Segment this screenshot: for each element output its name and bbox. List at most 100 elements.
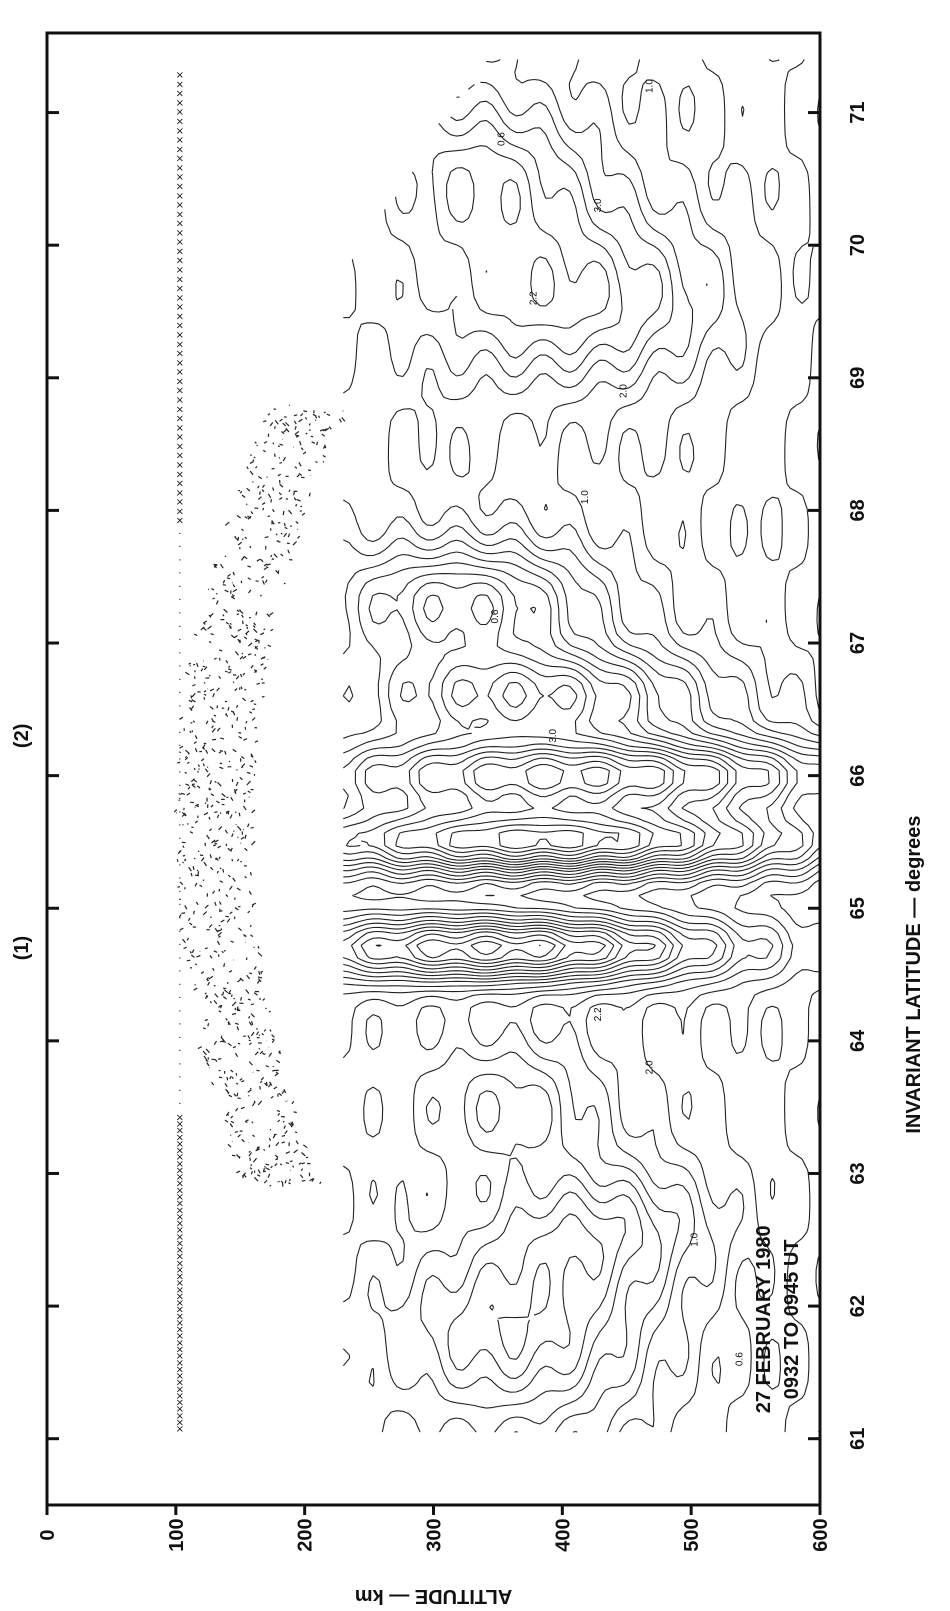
contour-value-label: 1.0 — [580, 490, 591, 504]
station-marker: × — [176, 488, 184, 499]
station-marker: × — [176, 126, 184, 137]
contour-path — [342, 59, 821, 1433]
station-marker: × — [176, 414, 184, 425]
station-marker: × — [176, 1179, 184, 1190]
y-tick-label: 0 — [37, 1529, 59, 1540]
station-marker: · — [178, 980, 181, 991]
station-marker: × — [176, 423, 184, 434]
station-marker: × — [176, 1391, 184, 1402]
station-marker: · — [178, 648, 181, 659]
station-marker: × — [176, 1318, 184, 1329]
station-marker: · — [178, 688, 181, 699]
contour-value-label: 1.0 — [690, 1232, 701, 1246]
x-tick-label: 65 — [847, 897, 869, 919]
station-marker: × — [176, 135, 184, 146]
station-marker: × — [176, 1112, 184, 1123]
station-marker: · — [178, 887, 181, 898]
station-marker: × — [176, 1245, 184, 1256]
station-marker: × — [176, 1378, 184, 1389]
station-marker: · — [178, 608, 181, 619]
station-marker: · — [178, 1046, 181, 1057]
station-marker: × — [176, 1252, 184, 1263]
station-marker: · — [178, 768, 181, 779]
station-marker: × — [176, 506, 184, 517]
station-marker: × — [176, 1325, 184, 1336]
station-marker: × — [176, 1371, 184, 1382]
feature-annotation: (2) — [11, 724, 33, 748]
contour-value-label: 0.6 — [735, 1352, 746, 1366]
contour-value-label: 2.2 — [529, 291, 540, 305]
station-marker: × — [176, 228, 184, 239]
station-marker: × — [176, 1272, 184, 1283]
station-marker: · — [178, 940, 181, 951]
station-marker: × — [176, 1384, 184, 1395]
station-marker: · — [178, 1059, 181, 1070]
station-marker: × — [176, 163, 184, 174]
station-marker: · — [178, 555, 181, 566]
axis-ticks: 61 62 63 64 65 66 67 68 69 70 71 0 100 200 300 400 500 60… — [37, 101, 869, 1551]
station-marker: · — [178, 1073, 181, 1084]
station-marker: × — [176, 200, 184, 211]
station-marker: × — [176, 451, 184, 462]
station-marker: × — [176, 404, 184, 415]
station-marker: × — [176, 460, 184, 471]
station-marker: × — [176, 1146, 184, 1157]
station-marker: × — [176, 293, 184, 304]
contour-value-label: 1.0 — [645, 79, 656, 93]
station-marker: × — [176, 284, 184, 295]
station-marker: × — [176, 1165, 184, 1176]
station-marker: × — [176, 1344, 184, 1355]
station-marker: × — [176, 172, 184, 183]
date-annotation: 27 FEBRUARY 1980 — [753, 1225, 775, 1413]
y-tick-label: 500 — [681, 1518, 703, 1551]
station-marker: · — [178, 914, 181, 925]
station-marker: × — [176, 274, 184, 285]
contour-value-label: 2.0 — [619, 384, 630, 398]
station-marker: × — [176, 1291, 184, 1302]
station-marker: × — [176, 1424, 184, 1435]
y-tick-label: 200 — [295, 1518, 317, 1551]
station-marker: · — [178, 754, 181, 765]
station-marker: × — [176, 181, 184, 192]
station-marker: × — [176, 1232, 184, 1243]
station-marker: × — [176, 1126, 184, 1137]
axis-labels: INVARIANT LATITUDE — degrees ALTITUDE — … — [11, 724, 925, 1607]
station-marker: × — [176, 339, 184, 350]
station-marker: · — [178, 662, 181, 673]
station-marker: × — [176, 1159, 184, 1170]
station-marker: × — [176, 432, 184, 443]
station-marker: × — [176, 302, 184, 313]
station-marker: · — [178, 542, 181, 553]
contour-value-label: 0.6 — [496, 132, 507, 146]
station-marker: × — [176, 1364, 184, 1375]
station-marker: × — [176, 209, 184, 220]
station-marker: × — [176, 358, 184, 369]
contour-value-label: 0.6 — [490, 609, 501, 623]
station-marker: × — [176, 265, 184, 276]
station-marker: × — [176, 191, 184, 202]
station-marker: × — [176, 1258, 184, 1269]
station-marker: × — [176, 144, 184, 155]
y-tick-label: 300 — [424, 1518, 446, 1551]
station-marker: · — [178, 794, 181, 805]
station-marker: × — [176, 237, 184, 248]
station-marker: × — [176, 1205, 184, 1216]
station-marker: × — [176, 311, 184, 322]
station-marker: × — [176, 256, 184, 267]
x-tick-label: 62 — [847, 1295, 869, 1317]
station-marker: × — [176, 1225, 184, 1236]
station-marker: × — [176, 1351, 184, 1362]
x-tick-label: 63 — [847, 1162, 869, 1184]
station-marker: × — [176, 395, 184, 406]
station-marker: × — [176, 1358, 184, 1369]
station-marker: × — [176, 1331, 184, 1342]
station-marker: × — [176, 1192, 184, 1203]
station-marker: × — [176, 79, 184, 90]
station-marker: × — [176, 1338, 184, 1349]
y-axis-label: ALTITUDE — km — [355, 1585, 512, 1607]
station-marker: × — [176, 1212, 184, 1223]
x-tick-label: 66 — [847, 765, 869, 787]
station-marker: × — [176, 1278, 184, 1289]
station-marker: × — [176, 246, 184, 257]
